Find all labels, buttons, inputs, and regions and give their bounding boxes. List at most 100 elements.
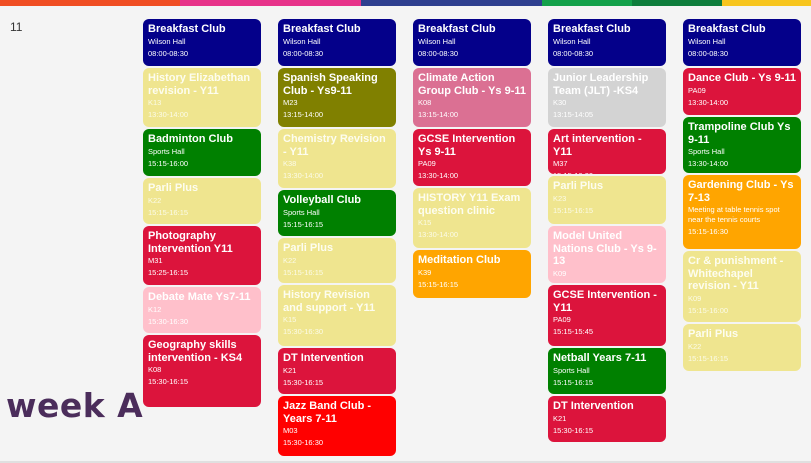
club-card[interactable]: Spanish Speaking Club - Ys9-11 M23 13:15-1… <box>278 68 396 127</box>
club-room: K09 <box>553 268 567 278</box>
club-room: M03 <box>283 426 298 435</box>
club-room: PA09 <box>688 85 706 95</box>
club-title: DT Intervention <box>553 400 634 412</box>
club-card[interactable]: Debate Mate Ys7-11 K12 15:30-16:30 <box>143 287 261 333</box>
club-card[interactable]: DT Intervention K21 15:30-16:15 <box>278 348 396 394</box>
club-card[interactable]: Dance Club - Ys 9-11 PA09 13:30-14:00 <box>683 68 801 115</box>
club-room: K22 <box>283 255 297 265</box>
top-bar-segment-2 <box>180 0 361 6</box>
club-time: 15:30-16:15 <box>553 425 594 435</box>
club-title: Photography Intervention Y11 <box>148 230 233 255</box>
club-card[interactable]: Geography skills intervention - KS4 K08 15… <box>143 335 261 407</box>
club-room: Wilson Hall <box>418 36 456 46</box>
club-card[interactable]: GCSE Intervention Ys 9-11 PA09 13:30-14:00 <box>413 129 531 186</box>
club-title: Debate Mate Ys7-11 <box>148 291 251 303</box>
club-card[interactable]: Meditation Club K39 15:15-16:15 <box>413 250 531 298</box>
club-room: Meeting at table tennis spot near the te… <box>688 205 780 224</box>
club-card[interactable]: Volleyball Club Sports Hall 15:15-16:15 <box>278 190 396 236</box>
club-title: Cr & punishment - Whitechapel revision -… <box>688 255 784 292</box>
club-title: Volleyball Club <box>283 194 362 206</box>
club-card[interactable]: Breakfast Club Wilson Hall 08:00-08:30 <box>683 19 801 66</box>
club-title: Badminton Club <box>148 133 233 145</box>
club-title: Parli Plus <box>148 182 199 194</box>
club-card[interactable]: History Elizabethan revision - Y11 K13 13:… <box>143 68 261 127</box>
club-title: GCSE Intervention Ys 9-11 <box>418 133 516 158</box>
top-bar-segment-6 <box>722 0 811 6</box>
club-card[interactable]: Breakfast Club Wilson Hall 08:00-08:30 <box>278 19 396 66</box>
club-time: 15:30-16:30 <box>283 438 324 447</box>
club-room: Sports Hall <box>148 146 185 156</box>
club-time: 13:30-14:00 <box>418 171 459 180</box>
club-card[interactable]: Badminton Club Sports Hall 15:15-16:00 <box>143 129 261 176</box>
club-time: 15:15-16:15 <box>283 267 324 277</box>
club-time: 15:25-16:15 <box>148 268 189 277</box>
club-time: 13:30-14:00 <box>418 230 459 239</box>
club-room: PA09 <box>418 159 436 168</box>
club-room: K21 <box>283 365 297 375</box>
club-card[interactable]: Trampoline Club Ys 9-11 Sports Hall 13:30-… <box>683 117 801 173</box>
club-room: K15 <box>418 218 432 227</box>
club-title: DT Intervention <box>283 352 364 364</box>
club-card[interactable]: Climate Action Group Club - Ys 9-11 K08 13… <box>413 68 531 127</box>
club-card[interactable]: Parli Plus K22 15:15-16:15 <box>683 324 801 371</box>
week-label: week A <box>6 386 144 425</box>
club-card[interactable]: Breakfast Club Wilson Hall 08:00-08:30 <box>548 19 666 66</box>
club-card[interactable]: DT Intervention K21 15:30-16:15 <box>548 396 666 442</box>
club-time: 15:15-16:15 <box>553 205 594 215</box>
club-title: Breakfast Club <box>553 23 631 35</box>
club-card[interactable]: GCSE Intervention - Y11 PA09 15:15-15:45 <box>548 285 666 346</box>
club-title: Climate Action Group Club - Ys 9-11 <box>418 72 526 97</box>
club-title: History Elizabethan revision - Y11 <box>148 72 251 97</box>
top-bar-segment-3 <box>361 0 542 6</box>
club-card[interactable]: Parli Plus K22 15:15-16:15 <box>143 178 261 224</box>
club-title: Junior Leadership Team (JLT) -KS4 <box>553 72 649 97</box>
club-time: 15:15-16:15 <box>553 377 594 387</box>
club-time: 13:30-14:00 <box>688 159 729 168</box>
top-bar-segment-4 <box>542 0 632 6</box>
club-title: Jazz Band Club - Years 7-11 <box>283 400 372 425</box>
club-time: 15:15-16:00 <box>553 281 661 284</box>
club-card[interactable]: Jazz Band Club - Years 7-11 M03 15:30-16:3… <box>278 396 396 456</box>
club-time: 15:15-16:15 <box>283 219 324 229</box>
club-card[interactable]: Gardening Club - Ys 7-13 Meeting at table… <box>683 175 801 249</box>
club-card[interactable]: Photography Intervention Y11 M31 15:25-16:… <box>143 226 261 285</box>
club-time: 13:30-14:00 <box>283 171 324 180</box>
club-title: Spanish Speaking Club - Ys9-11 <box>283 72 378 97</box>
club-time: 08:00-08:30 <box>418 48 459 58</box>
club-time: 15:15-16:30 <box>688 227 729 236</box>
club-card[interactable]: Netball Years 7-11 Sports Hall 15:15-16:15 <box>548 348 666 394</box>
club-room: K08 <box>148 365 162 374</box>
club-title: HISTORY Y11 Exam question clinic <box>418 192 521 217</box>
club-card[interactable]: HISTORY Y11 Exam question clinic K15 13:30… <box>413 188 531 248</box>
club-card[interactable]: Parli Plus K23 15:15-16:15 <box>548 176 666 224</box>
club-room: Sports Hall <box>553 365 590 375</box>
club-time: 15:15-15:45 <box>553 327 594 336</box>
club-room: K13 <box>148 98 162 107</box>
club-room: K12 <box>148 304 162 314</box>
club-card[interactable]: Breakfast Club Wilson Hall 08:00-08:30 <box>143 19 261 66</box>
club-title: Geography skills intervention - KS4 <box>148 339 243 364</box>
club-time: 15:15-16:00 <box>148 158 189 168</box>
club-card[interactable]: Breakfast Club Wilson Hall 08:00-08:30 <box>413 19 531 66</box>
top-bar-segment-1 <box>0 0 180 6</box>
club-title: Breakfast Club <box>688 23 766 35</box>
club-room: K38 <box>283 159 297 168</box>
club-card[interactable]: History Revision and support - Y11 K15 15:… <box>278 285 396 346</box>
club-title: Breakfast Club <box>148 23 226 35</box>
club-time: 15:30-16:30 <box>283 327 324 336</box>
club-room: Wilson Hall <box>688 36 726 46</box>
club-time: 15:15-16:00 <box>688 305 729 315</box>
top-color-bar <box>0 0 811 6</box>
club-room: Wilson Hall <box>283 36 321 46</box>
club-time: 08:00-08:30 <box>148 48 189 58</box>
club-card[interactable]: Cr & punishment - Whitechapel revision -… <box>683 251 801 322</box>
club-card[interactable]: Junior Leadership Team (JLT) -KS4 K30 13:1… <box>548 68 666 127</box>
club-room: K09 <box>688 293 702 303</box>
club-card[interactable]: Parli Plus K22 15:15-16:15 <box>278 238 396 283</box>
club-card[interactable]: Chemistry Revision - Y11 K38 13:30-14:00 <box>278 129 396 188</box>
club-title: Model United Nations Club - Ys 9-13 <box>553 230 657 267</box>
club-title: Parli Plus <box>553 180 604 192</box>
club-time: 13:30-14:00 <box>148 110 189 119</box>
